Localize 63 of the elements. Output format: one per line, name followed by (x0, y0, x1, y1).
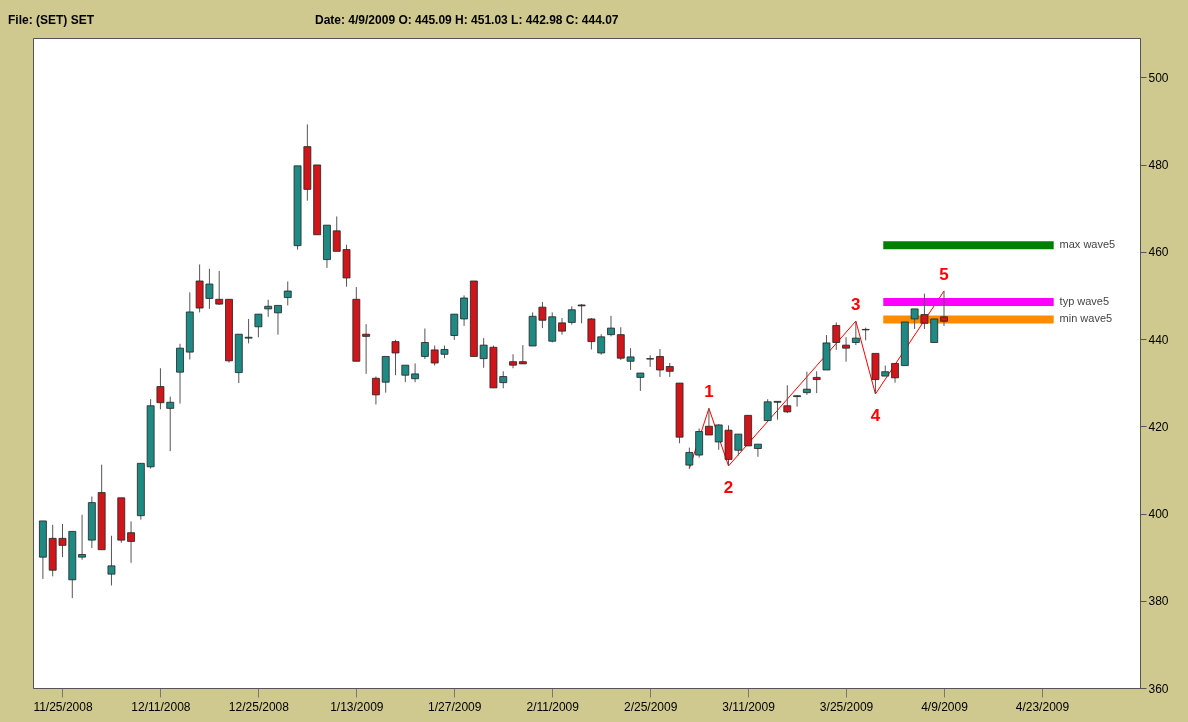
candlestick (754, 443, 762, 458)
candlestick (607, 315, 615, 337)
y-tick-label: 440 (1148, 332, 1169, 347)
x-tick-label: 4/23/2009 (1015, 699, 1070, 714)
y-tick-label: 360 (1148, 681, 1169, 696)
candlestick (176, 343, 184, 405)
candlestick (793, 394, 801, 408)
candlestick (940, 290, 948, 327)
x-tick-label: 1/27/2009 (428, 699, 482, 714)
x-tick-label: 11/25/2008 (33, 699, 93, 714)
candlestick (362, 323, 371, 375)
candlestick (695, 427, 704, 459)
candlestick (518, 344, 527, 365)
candlestick (851, 320, 860, 346)
x-tick-label: 12/11/2008 (131, 699, 191, 714)
ref-line-label: min wave5 (1059, 312, 1113, 325)
x-tick-label: 3/25/2009 (819, 699, 874, 714)
candlestick (842, 336, 850, 363)
x-tick-label: 1/13/2009 (330, 699, 384, 714)
y-tick-label: 500 (1148, 70, 1169, 85)
y-tick-label: 400 (1148, 507, 1169, 521)
y-tick-label: 480 (1148, 158, 1169, 173)
candlestick (274, 304, 282, 336)
text: Date: 4/9/2009 O: 445.09 H: 451.03 L: 442.98 C: 444.07 (315, 13, 619, 27)
candlestick (107, 535, 116, 586)
y-tick-label: 420 (1148, 419, 1169, 434)
candlestick (411, 362, 419, 383)
candlestick (509, 353, 517, 369)
y-tick-label: 380 (1148, 594, 1169, 609)
chart-title: File: (SET) SET (8, 13, 95, 27)
candlestick (460, 294, 468, 327)
annotation: 5 (939, 265, 949, 285)
candlestick (812, 370, 821, 394)
candlestick (127, 520, 135, 564)
candlestick (283, 280, 292, 306)
candlestick (254, 313, 263, 338)
y-tick-label: 460 (1148, 245, 1169, 260)
candlestick (450, 313, 459, 341)
candlestick (577, 303, 586, 324)
candlestick (783, 384, 792, 414)
x-tick-label: 4/9/2009 (921, 699, 969, 714)
candlestick (372, 376, 380, 405)
x-tick-label: 2/11/2009 (526, 699, 580, 714)
candlestick (78, 514, 86, 561)
candlestick (705, 407, 713, 436)
candlestick (656, 348, 664, 378)
candlestick (685, 447, 694, 470)
x-tick-label: 12/25/2008 (228, 699, 290, 714)
annotation: 2 (723, 477, 734, 497)
candlestick (215, 270, 224, 306)
line-series (688, 290, 945, 470)
annotation: 3 (851, 295, 861, 315)
x-tick-label: 2/25/2009 (623, 699, 678, 714)
candlestick (802, 371, 811, 396)
ref-line-label: max wave5 (1059, 238, 1116, 251)
annotation: 1 (704, 382, 714, 402)
candlestick (420, 328, 429, 360)
x-tick-label: 3/11/2009 (722, 699, 776, 714)
candlestick (891, 362, 899, 384)
annotation: 4 (870, 405, 881, 425)
candlestick (391, 339, 400, 376)
ref-line-label: typ wave5 (1059, 294, 1110, 307)
candlestick (567, 305, 576, 326)
